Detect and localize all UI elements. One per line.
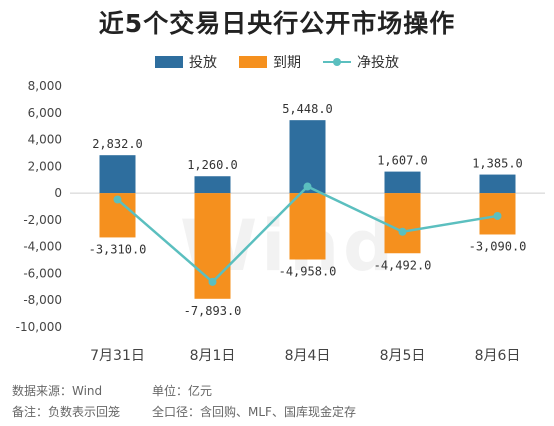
legend-release-swatch — [155, 56, 183, 68]
maturity-data-label: -3,310.0 — [89, 242, 147, 256]
legend-net: 净投放 — [323, 52, 399, 72]
y-tick-label: 4,000 — [28, 133, 62, 147]
release-data-label: 5,448.0 — [282, 102, 333, 116]
footer-note: 备注：负数表示回笼 — [12, 405, 121, 419]
legend-maturity-label: 到期 — [273, 55, 301, 71]
net-point — [493, 211, 502, 220]
maturity-data-label: -4,492.0 — [374, 258, 432, 272]
legend-net-swatch — [323, 56, 351, 68]
legend: 投放 到期 净投放 — [0, 52, 554, 72]
y-tick-label: 8,000 — [28, 79, 62, 93]
y-tick-label: -10,000 — [16, 320, 62, 334]
y-tick-label: -6,000 — [23, 266, 62, 280]
x-tick-label: 8月6日 — [475, 348, 521, 364]
legend-maturity-swatch — [239, 56, 267, 68]
net-point — [303, 182, 312, 191]
maturity-data-label: -7,893.0 — [184, 304, 242, 318]
footer-source: 数据来源：Wind — [12, 384, 103, 398]
y-tick-label: -8,000 — [23, 293, 62, 307]
maturity-bar — [289, 193, 326, 260]
release-data-label: 1,607.0 — [377, 154, 428, 168]
release-data-label: 1,385.0 — [472, 157, 523, 171]
release-data-label: 1,260.0 — [187, 158, 238, 172]
x-tick-label: 8月1日 — [190, 348, 236, 364]
y-tick-label: 6,000 — [28, 106, 62, 120]
release-bar — [194, 176, 231, 194]
net-point — [113, 195, 122, 204]
legend-maturity: 到期 — [239, 52, 301, 72]
y-tick-label: 2,000 — [28, 159, 62, 173]
release-bar — [384, 171, 421, 194]
y-tick-label: -2,000 — [23, 213, 62, 227]
legend-release: 投放 — [155, 52, 217, 72]
chart-title: 近5个交易日央行公开市场操作 — [98, 9, 456, 38]
release-bar — [479, 174, 516, 194]
x-tick-label: 8月4日 — [285, 348, 331, 364]
y-tick-label: -4,000 — [23, 240, 62, 254]
release-bar — [99, 155, 136, 194]
maturity-data-label: -3,090.0 — [469, 239, 527, 253]
legend-release-label: 投放 — [189, 55, 217, 71]
net-point — [398, 227, 407, 236]
maturity-data-label: -4,958.0 — [279, 264, 337, 278]
footer-scope: 全口径：含回购、MLF、国库现金定存 — [152, 405, 356, 419]
release-bar — [289, 120, 326, 194]
legend-net-label: 净投放 — [357, 55, 399, 71]
y-tick-label: 0 — [54, 186, 62, 200]
release-data-label: 2,832.0 — [92, 137, 143, 151]
net-point — [208, 277, 217, 286]
x-tick-label: 7月31日 — [90, 348, 145, 364]
footer-unit: 单位：亿元 — [152, 384, 213, 398]
x-tick-label: 8月5日 — [380, 348, 426, 364]
maturity-bar — [384, 193, 421, 254]
